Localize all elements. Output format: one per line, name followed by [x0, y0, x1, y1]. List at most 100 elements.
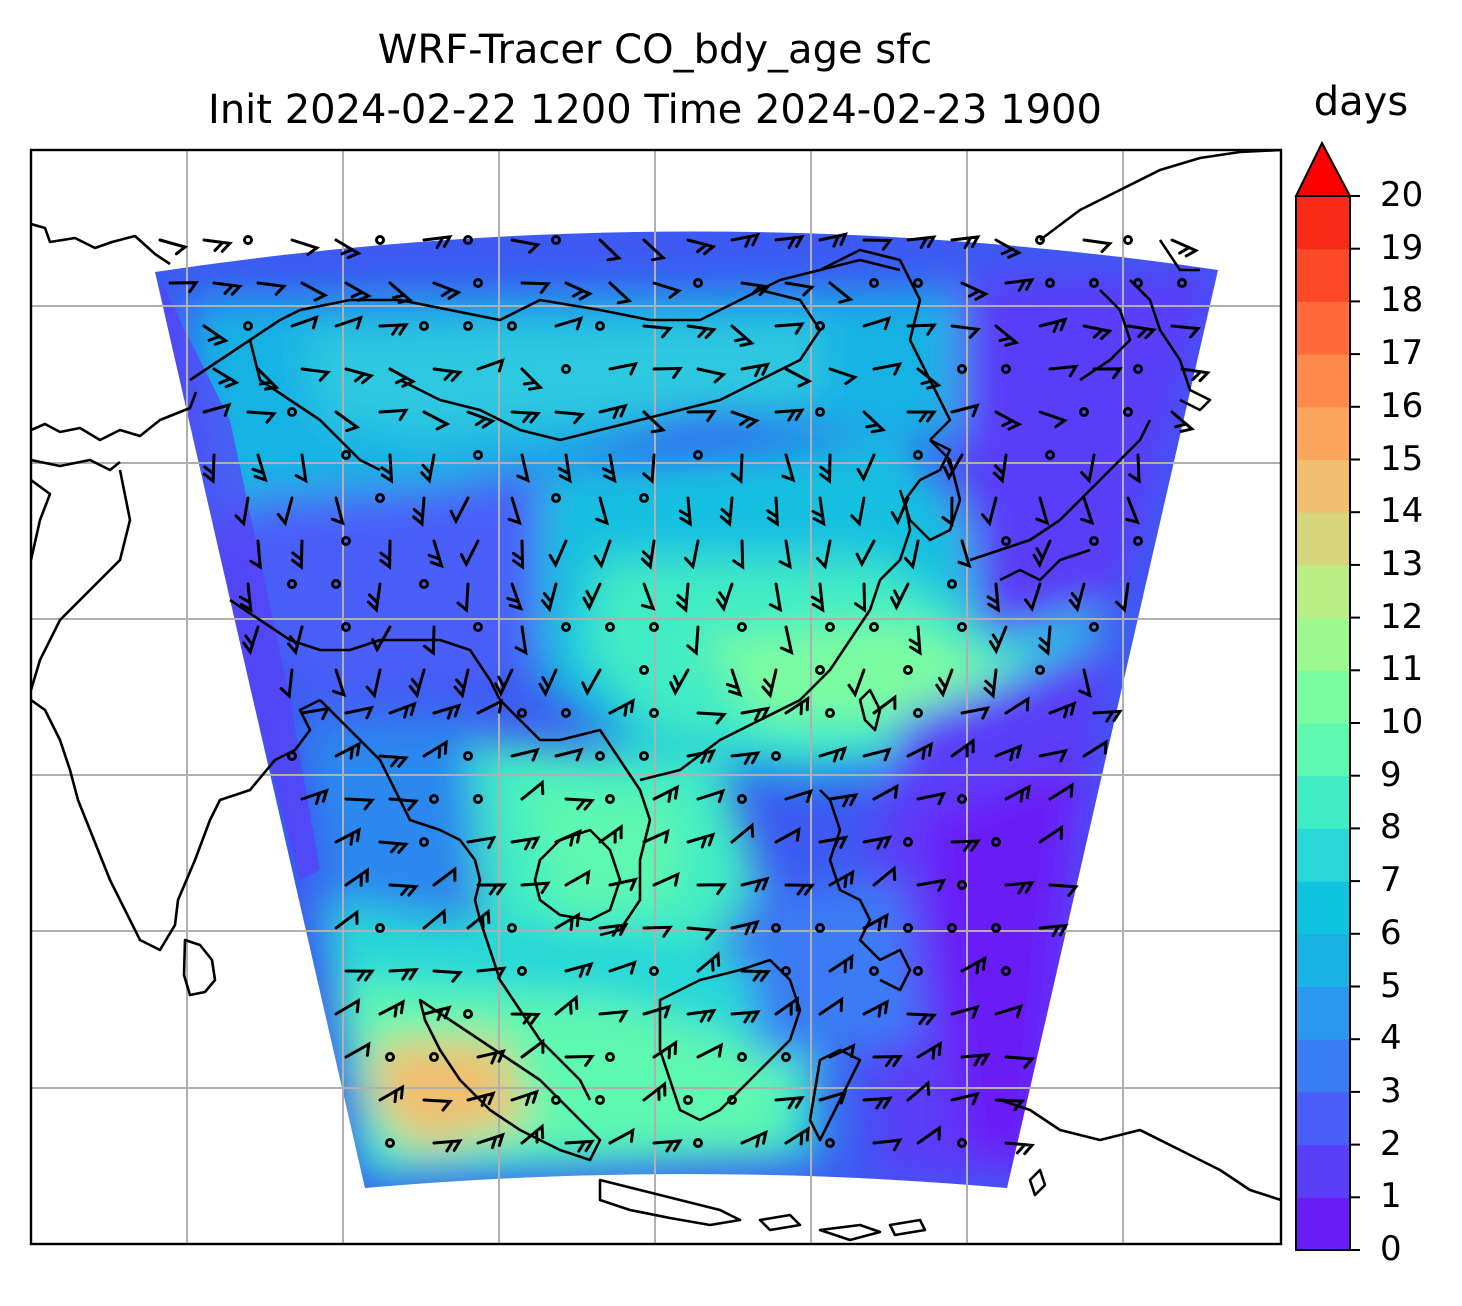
wind-barb: [774, 322, 805, 335]
calm-wind-marker: [419, 321, 429, 331]
wind-barb: [696, 367, 727, 384]
wind-barb: [669, 668, 690, 697]
wind-barb: [1170, 410, 1196, 433]
wind-barb: [378, 323, 409, 336]
calm-wind-marker: [385, 1138, 395, 1148]
wind-barb: [696, 1042, 724, 1059]
wind-barb: [950, 1091, 980, 1106]
calm-wind-marker: [693, 1138, 703, 1148]
wind-barb: [1004, 696, 1030, 715]
coast-russia-far-east: [1039, 150, 1281, 412]
wind-barb: [1128, 453, 1141, 484]
colorbar-tick-label: 13: [1380, 543, 1424, 584]
wind-barb: [766, 496, 779, 527]
wind-barb: [740, 706, 771, 722]
wind-barb: [212, 367, 240, 389]
wind-barb: [582, 582, 602, 612]
calm-wind-marker: [419, 837, 429, 847]
colorbar-tick-label: 11: [1380, 649, 1424, 690]
wind-barb: [476, 1132, 506, 1150]
chart-title: WRF-Tracer CO_bdy_age sfc: [377, 27, 933, 73]
wind-barb: [538, 668, 558, 698]
calm-wind-marker: [595, 321, 605, 331]
wind-barb: [466, 908, 491, 930]
wind-barb: [287, 625, 304, 656]
wind-barb: [256, 367, 280, 391]
calm-wind-marker: [463, 751, 473, 761]
wind-barb: [715, 582, 734, 612]
wind-barb: [1082, 324, 1113, 341]
wind-barb: [828, 1043, 856, 1059]
wind-barb: [642, 453, 656, 484]
wind-barb: [652, 1139, 683, 1153]
wind-barb: [510, 1012, 541, 1025]
wind-barb: [608, 361, 639, 376]
calm-wind-marker: [605, 794, 615, 804]
wind-barb: [872, 1055, 903, 1068]
wind-barb: [994, 324, 1020, 347]
wind-barb: [541, 582, 558, 613]
calm-wind-marker: [473, 622, 483, 632]
wind-barb: [960, 955, 987, 975]
wind-barb: [761, 668, 778, 699]
wind-barb: [935, 668, 954, 698]
coast-new-guinea: [999, 1098, 1281, 1202]
wind-barb: [1032, 539, 1052, 569]
wind-barb: [412, 496, 426, 527]
axes-frame: [29, 148, 1283, 1246]
coast-arabian-sea-north: [31, 458, 121, 472]
wind-barb: [903, 539, 920, 570]
coast-kamchatka-okhotsk: [1079, 239, 1200, 382]
coast-persian-gulf: [31, 391, 198, 442]
wind-barb: [249, 539, 262, 570]
colorbar-segment: [1296, 459, 1350, 513]
calm-wind-marker: [1089, 278, 1099, 288]
wind-barb: [872, 694, 897, 715]
wind-barb: [378, 999, 405, 1018]
calm-wind-marker: [825, 708, 835, 718]
wind-barb: [730, 751, 761, 765]
wind-barb: [950, 737, 975, 758]
wind-barb: [598, 823, 623, 844]
calm-wind-marker: [815, 321, 825, 331]
wind-barb: [238, 582, 253, 613]
wind-barb: [872, 783, 899, 801]
calm-wind-marker: [815, 923, 825, 933]
wind-barb: [730, 410, 760, 429]
wind-barb: [730, 324, 755, 347]
calm-wind-marker: [913, 450, 923, 460]
coast-korea: [898, 439, 962, 542]
colorbar-tick-label: 9: [1380, 754, 1402, 795]
coast-taiwan: [858, 688, 882, 732]
wind-barb: [686, 926, 717, 941]
wind-barb: [334, 315, 364, 330]
wind-barb: [642, 238, 667, 262]
wind-barb: [950, 324, 981, 339]
wind-barb: [732, 539, 745, 570]
wind-barb: [334, 909, 359, 930]
wind-barb: [344, 797, 376, 811]
wind-barb: [601, 453, 617, 484]
wind-barb: [516, 453, 531, 483]
wind-barb: [344, 867, 369, 887]
wind-barb: [344, 281, 372, 302]
calm-wind-marker: [1001, 364, 1011, 374]
wind-barb: [981, 496, 998, 527]
wind-barb: [818, 232, 848, 248]
wind-barb: [476, 883, 507, 896]
wind-barb: [158, 238, 189, 256]
colorbar-tick-label: 8: [1380, 807, 1402, 848]
calm-wind-marker: [473, 278, 483, 288]
calm-wind-marker: [341, 536, 351, 546]
wind-barb: [334, 997, 361, 1016]
wind-barb: [554, 912, 581, 931]
wind-barb: [906, 235, 937, 249]
border-china-west: [189, 308, 381, 472]
wind-barb: [506, 582, 524, 611]
wind-barb: [818, 996, 844, 1016]
wind-barb: [510, 836, 541, 851]
colorbar-tick-label: 14: [1380, 491, 1424, 532]
border-china-north: [399, 288, 822, 442]
wind-barb: [388, 797, 419, 811]
